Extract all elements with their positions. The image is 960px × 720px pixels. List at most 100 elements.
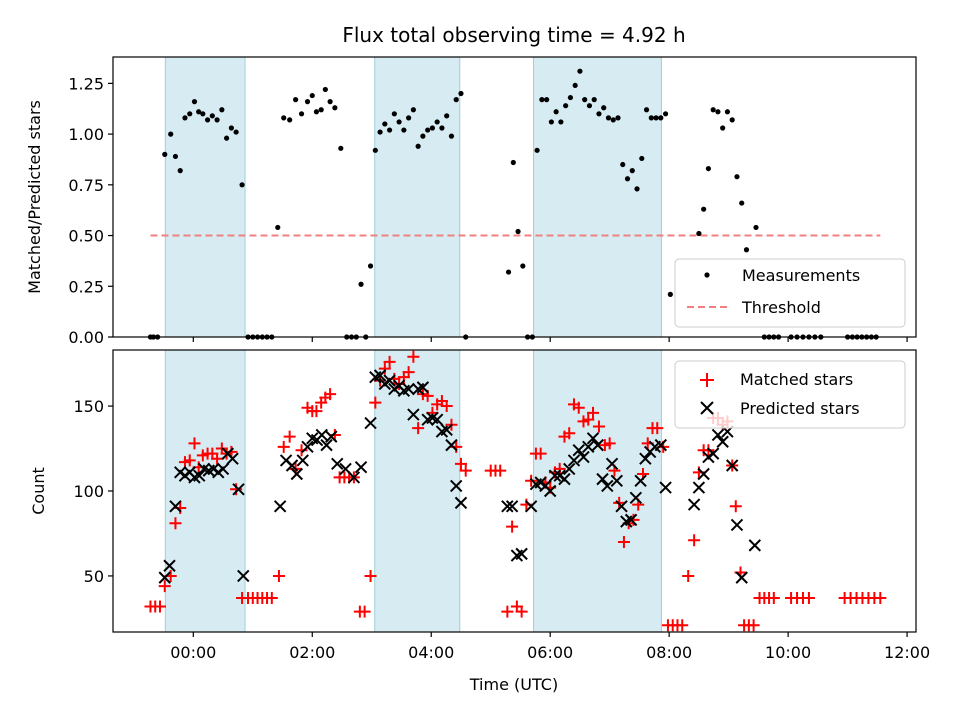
predicted-point <box>515 547 528 561</box>
matched-point <box>747 619 760 632</box>
matched-point <box>230 483 243 496</box>
measurement-point <box>396 119 402 125</box>
predicted-point <box>232 483 245 496</box>
predicted-point <box>735 571 748 584</box>
matched-point <box>272 569 285 582</box>
x-axis-label: Time (UTC) <box>469 675 558 694</box>
matched-point <box>265 592 278 605</box>
bottom-y-tick-label: 150 <box>73 397 104 416</box>
measurement-point <box>219 107 225 113</box>
bottom-legend-box <box>674 360 906 429</box>
measurement-point <box>596 111 602 117</box>
observing-window-top-1 <box>374 56 461 338</box>
measurement-point <box>439 125 445 131</box>
matched-point <box>506 520 519 533</box>
measurement-point <box>710 107 716 113</box>
predicted-point <box>697 467 710 481</box>
measurement-point <box>715 109 721 115</box>
measurement-point <box>196 109 202 115</box>
measurement-point <box>458 90 464 97</box>
matched-point <box>767 592 780 605</box>
top-y-tick-label: 1.25 <box>68 74 104 93</box>
measurement-point <box>544 97 550 103</box>
measurement-point <box>191 99 198 105</box>
matched-point <box>378 362 391 375</box>
measurement-point <box>739 200 745 206</box>
top-legend-box <box>674 258 906 328</box>
predicted-point <box>373 369 387 382</box>
measurement-point <box>182 115 188 121</box>
matched-point <box>412 422 425 435</box>
predicted-point <box>582 440 595 454</box>
measurement-point <box>281 115 287 121</box>
measurement-point <box>520 263 526 269</box>
measurement-point <box>577 68 583 74</box>
measurement-point <box>553 109 559 115</box>
measurement-point <box>558 119 564 125</box>
predicted-point <box>615 500 628 513</box>
matched-point <box>572 401 585 414</box>
measurement-point <box>743 247 750 253</box>
top-y-tick-label: 0.75 <box>68 176 104 195</box>
measurement-point <box>696 230 702 237</box>
matched-point <box>440 400 453 413</box>
bottom-y-tick-label: 50 <box>84 567 104 586</box>
predicted-point <box>354 461 368 474</box>
measurement-point <box>734 174 740 180</box>
measurement-point <box>187 111 193 117</box>
measurement-point <box>287 117 293 123</box>
predicted-point <box>216 462 230 476</box>
measurement-point <box>224 135 230 141</box>
measurement-point <box>534 147 540 153</box>
matched-point <box>563 427 576 440</box>
matched-point <box>688 534 701 547</box>
top-y-tick-label: 0.25 <box>68 277 104 296</box>
measurement-point <box>382 121 388 127</box>
measurement-point <box>200 111 206 117</box>
predicted-point <box>237 569 250 583</box>
predicted-point <box>687 498 701 511</box>
predicted-point <box>572 444 585 457</box>
measurement-point <box>214 117 220 123</box>
measurement-point <box>406 115 412 121</box>
measurement-point <box>338 145 344 151</box>
measurement-point <box>204 117 211 123</box>
predicted-point <box>586 432 600 445</box>
measurement-point <box>572 82 578 89</box>
legend-measurements-marker <box>704 272 710 278</box>
matched-point <box>158 580 171 593</box>
measurement-point <box>639 155 645 162</box>
matched-point <box>874 592 887 605</box>
measurement-point <box>701 206 707 212</box>
predicted-point <box>524 500 538 513</box>
measurement-point <box>367 263 374 269</box>
measurement-point <box>610 117 616 123</box>
predicted-point <box>158 571 171 584</box>
matched-point <box>592 420 605 433</box>
matched-point <box>729 500 742 513</box>
measurement-point <box>298 111 305 117</box>
predicted-point <box>364 416 377 430</box>
matched-point <box>188 437 201 450</box>
predicted-point <box>596 472 609 486</box>
predicted-point <box>543 484 557 498</box>
top-y-tick-label: 0.50 <box>68 227 104 246</box>
measurement-point <box>586 103 593 109</box>
observing-window-bottom-2 <box>533 349 662 633</box>
predicted-point <box>301 440 314 454</box>
predicted-point <box>601 479 614 493</box>
legend-matched-marker <box>700 373 714 387</box>
predicted-point <box>226 452 239 465</box>
predicted-point <box>591 438 604 452</box>
matched-point <box>324 388 337 401</box>
predicted-point <box>193 469 206 482</box>
matched-point <box>617 535 630 548</box>
bottom-panel: 50 100 150 00:00 02:00 04:00 06:00 08:00 10:00 1… <box>29 349 930 694</box>
matched-point <box>183 454 196 467</box>
predicted-point <box>716 435 729 448</box>
top-legend: Measurements Threshold <box>674 258 906 328</box>
measurements-points <box>147 68 879 340</box>
measurement-point <box>653 115 659 121</box>
matched-point <box>582 413 595 426</box>
matched-point <box>407 350 420 363</box>
